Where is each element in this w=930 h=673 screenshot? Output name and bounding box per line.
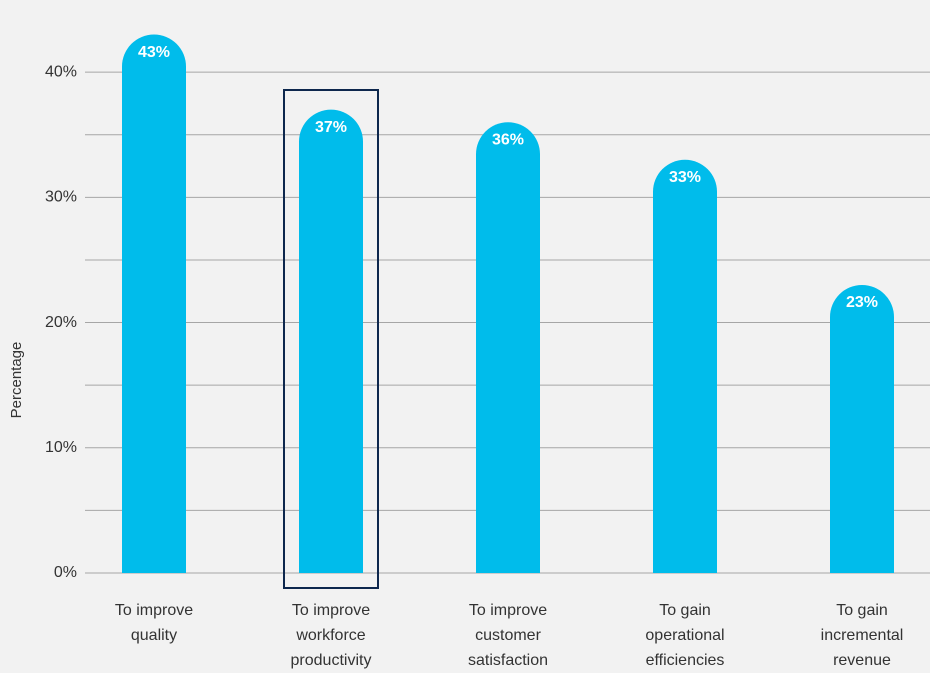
bar [653, 159, 717, 573]
x-tick-label: To gain incremental revenue [821, 602, 904, 669]
value-label: 23% [846, 294, 878, 311]
bar [476, 122, 540, 573]
y-tick-label: 10% [45, 439, 77, 456]
y-tick-label: 40% [45, 63, 77, 80]
bar [830, 284, 894, 573]
y-tick-label: 0% [54, 564, 77, 581]
highlight-box [283, 89, 379, 589]
value-label: 43% [138, 44, 170, 61]
bar [122, 34, 186, 574]
value-label: 36% [492, 131, 524, 148]
bar [299, 109, 363, 573]
x-tick-label: To improve quality [115, 602, 193, 644]
y-tick-label: 20% [45, 314, 77, 331]
y-tick-label: 30% [45, 189, 77, 206]
x-tick-label: To gain operational efficiencies [645, 602, 724, 669]
x-tick-label: To improve customer satisfaction [468, 602, 548, 669]
value-label: 33% [669, 169, 701, 186]
value-label: 37% [315, 119, 347, 136]
x-tick-label: To improve workforce productivity [291, 602, 372, 669]
y-axis-label: Percentage [8, 342, 25, 419]
